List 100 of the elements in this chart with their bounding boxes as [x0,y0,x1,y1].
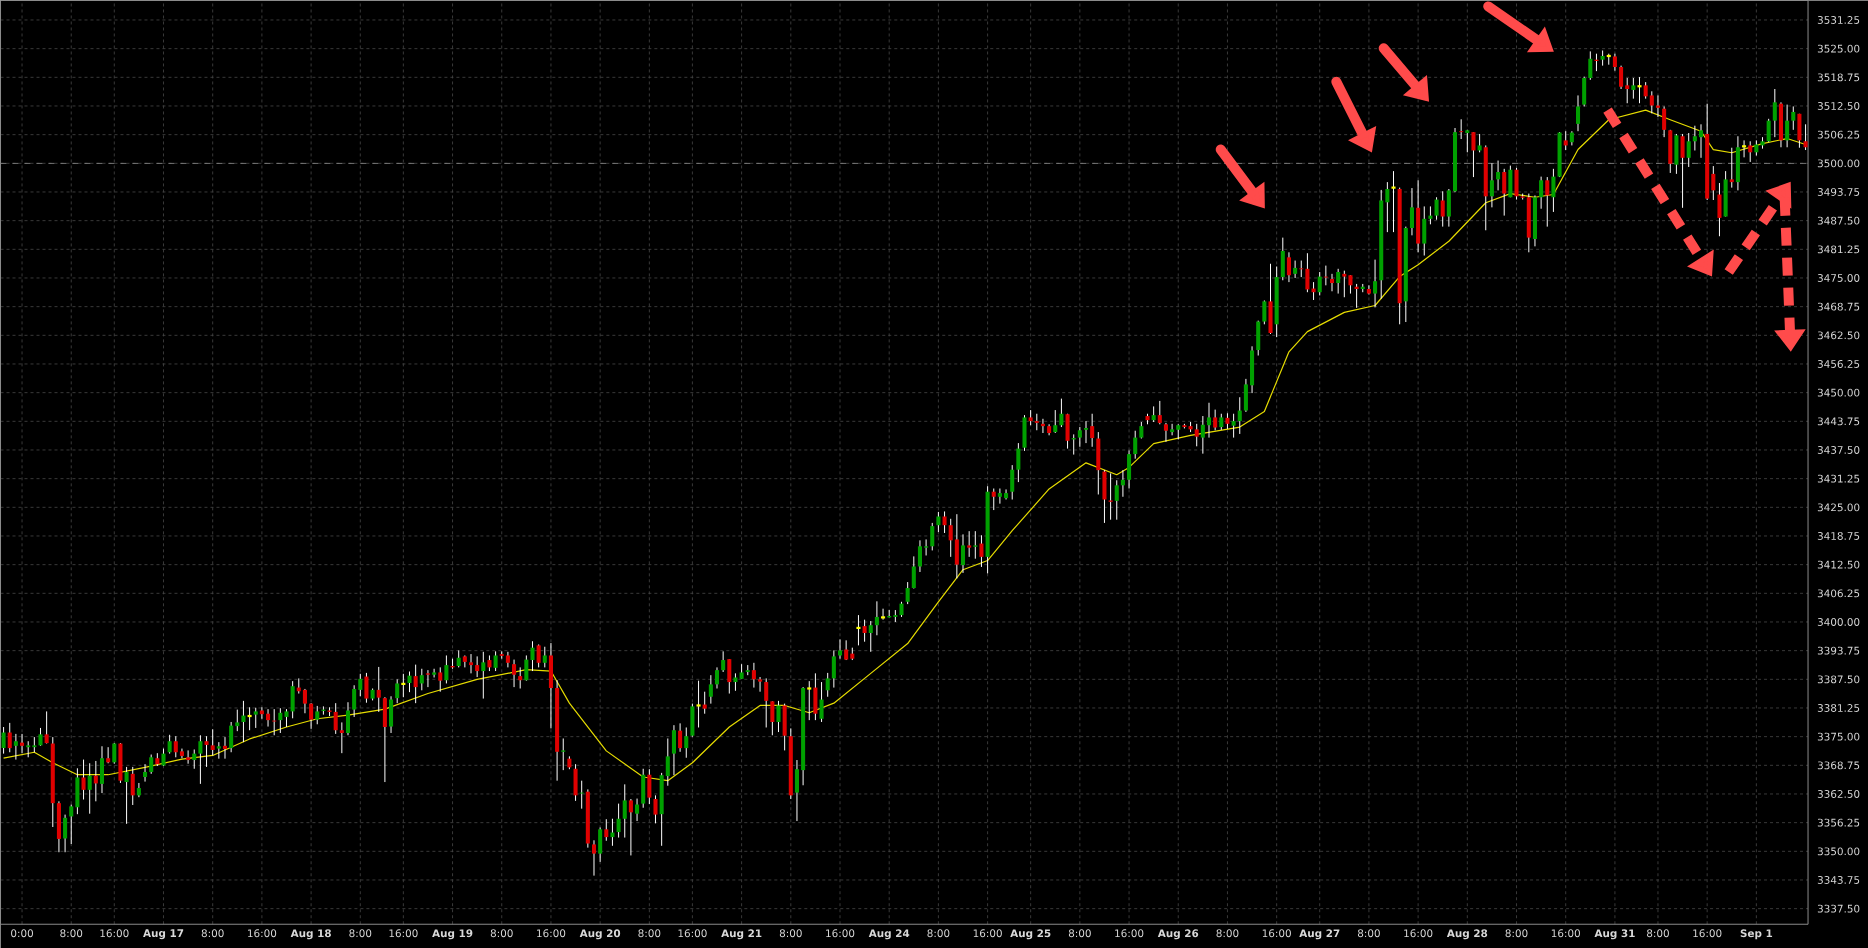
candlestick [1323,264,1328,286]
candlestick [44,710,49,744]
candlestick [1016,442,1021,483]
x-tick-label: 8:00 [927,929,950,938]
candlestick [20,733,25,754]
candlestick [591,839,597,877]
candlestick [229,721,234,753]
candlestick [1698,123,1704,159]
candlestick [653,794,658,824]
candlestick [702,691,707,715]
candlestick [561,737,566,771]
candlestick [714,666,720,689]
candlestick [309,702,314,730]
candlestick [758,676,763,693]
x-tick-label: 16:00 [1404,929,1433,938]
candlestick [616,803,621,838]
y-tick-label: 3368.75 [1817,761,1860,770]
candlestick [764,677,769,728]
candlestick [1329,273,1335,292]
candlestick [806,680,813,721]
candlestick [143,763,148,782]
x-tick-label: Aug 27 [1299,929,1340,940]
candlestick [1766,118,1771,143]
candlestick [333,702,338,735]
candlestick [167,734,172,755]
candlestick [1133,430,1138,460]
candlestick [524,654,529,682]
candlestick [1059,398,1064,428]
candlestick [1170,423,1175,436]
candlestick [1293,259,1298,279]
y-tick-label: 3437.50 [1817,445,1860,454]
candlestick [967,530,972,558]
candlestick [1200,415,1205,455]
candlestick [136,782,141,798]
candlestick [69,803,74,845]
candlestick [530,640,535,672]
candlestick [432,668,437,678]
y-tick-label: 3418.75 [1817,531,1860,540]
candlestick [7,722,12,753]
candlestick [635,797,640,822]
x-tick-label: 16:00 [1115,929,1144,938]
x-tick-label: 8:00 [490,929,513,938]
x-tick-label: 8:00 [201,929,224,938]
candlestick [1336,268,1341,294]
x-tick-label: 16:00 [1551,929,1580,938]
candlestick [770,700,775,736]
candlestick [1004,488,1009,500]
candlestick [1545,176,1550,227]
candlestick [960,533,966,574]
x-tick-label: 16:00 [100,929,129,938]
candlestick [604,818,609,842]
y-tick-label: 3462.50 [1817,331,1860,340]
candlestick [481,651,486,699]
candlestick [1686,132,1691,168]
y-tick-label: 3487.50 [1817,216,1860,225]
candlestick [1551,168,1556,213]
x-tick-label: 8:00 [1647,929,1669,938]
candlestick [622,783,627,838]
candlestick [1680,133,1685,209]
candlestick [936,511,941,533]
y-tick-label: 3493.75 [1817,187,1860,196]
candlestick [112,742,117,765]
candlestick [1090,413,1095,448]
candlestick [665,737,670,787]
y-tick-label: 3512.50 [1817,101,1860,110]
candlestick [1496,159,1501,191]
candlestick [1163,422,1168,443]
candlestick [628,798,633,856]
x-tick-label: 0:00 [11,929,34,938]
candlestick [395,678,400,704]
candlestick [87,762,92,815]
candlestick [579,780,584,810]
x-tick-label: 8:00 [779,929,802,938]
y-tick-label: 3450.00 [1817,388,1860,397]
candlestick [1262,299,1267,325]
candlestick [647,768,652,805]
candlestick [1286,251,1291,283]
x-tick-label: Aug 26 [1157,929,1199,940]
candlestick [345,701,351,736]
x-tick-label: 8:00 [638,929,661,938]
candlestick [1194,423,1199,447]
x-tick-label: Aug 24 [868,929,910,940]
candlestick [352,684,357,718]
x-tick-label: Aug 28 [1446,929,1488,940]
x-tick-label: 16:00 [973,929,1002,938]
candlestick [518,666,523,689]
candlestick [997,487,1002,505]
candlestick [671,724,676,776]
candlestick [1459,118,1464,140]
candlestick [358,673,363,697]
candlestick [1636,76,1643,104]
candlestick [419,668,424,691]
candlestick [1489,162,1494,208]
y-tick-label: 3506.25 [1817,130,1860,139]
y-tick-label: 3356.25 [1817,818,1860,827]
candlestick [905,581,910,605]
candlestick [862,619,867,643]
x-tick-label: 16:00 [537,929,566,938]
candlestick [917,539,922,573]
candlestick [1409,187,1414,236]
